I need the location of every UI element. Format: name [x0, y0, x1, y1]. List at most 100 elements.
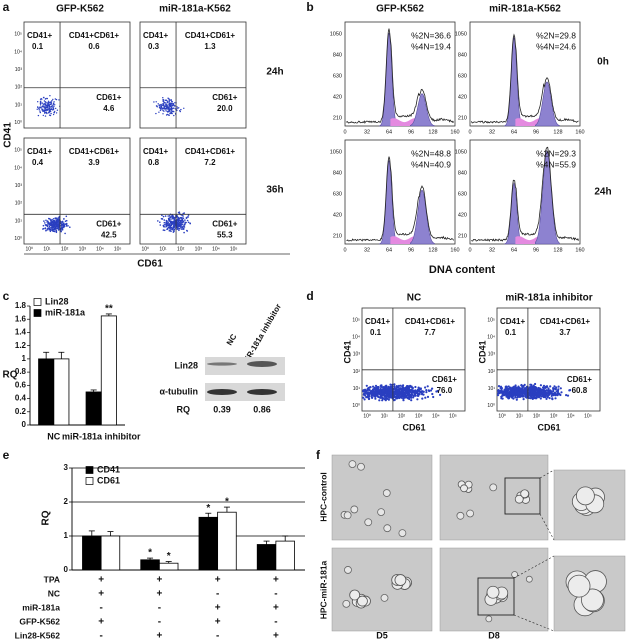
event-dot	[56, 219, 58, 222]
event-dot	[174, 219, 176, 222]
event-dot	[381, 399, 384, 402]
axis-title: RQ	[3, 370, 18, 381]
cell	[525, 575, 533, 583]
event-dot	[51, 218, 53, 221]
event-dot	[174, 222, 176, 224]
condition-sign: +	[156, 631, 162, 641]
event-dot	[50, 108, 52, 111]
axis-tick-label: 64	[511, 129, 517, 135]
event-dot	[399, 388, 402, 391]
cell	[456, 511, 465, 520]
event-dot	[54, 219, 56, 222]
event-dot	[51, 100, 53, 102]
event-dot	[157, 103, 159, 105]
cell	[466, 509, 475, 518]
event-dot	[544, 393, 547, 396]
condition-sign: +	[273, 631, 279, 641]
event-dot	[530, 385, 533, 388]
event-dot	[165, 108, 167, 110]
y-tick-label: 0.2	[15, 407, 27, 416]
event-dot	[418, 388, 421, 391]
event-dot	[169, 104, 171, 107]
zoom-guide	[513, 614, 555, 632]
event-dot	[39, 110, 41, 112]
event-dot	[560, 391, 563, 394]
event-dot	[385, 391, 388, 394]
event-dot	[49, 95, 51, 97]
event-dot	[43, 96, 45, 99]
quadrant-name: CD41+CD61+	[185, 147, 236, 156]
event-dot	[180, 223, 182, 225]
event-dot	[182, 217, 185, 219]
event-dot	[170, 111, 172, 114]
event-dot	[184, 219, 186, 221]
event-dot	[409, 389, 412, 392]
event-dot	[425, 391, 428, 394]
event-dot	[170, 230, 172, 233]
condition-name: Lin28-K562	[15, 630, 61, 640]
annotation: %2N=29.3	[536, 148, 576, 158]
plot-frame	[344, 21, 456, 127]
event-dot	[522, 394, 525, 398]
y-tick-label: 0.6	[15, 380, 27, 389]
axis-tick-label: 10²	[61, 246, 69, 252]
event-dot	[368, 388, 371, 392]
event-dot	[174, 102, 176, 104]
event-dot	[47, 100, 50, 103]
event-dot	[167, 110, 170, 113]
axis-title: CD61	[537, 422, 560, 432]
event-dot	[169, 112, 171, 115]
cell	[349, 589, 361, 601]
cell	[342, 599, 351, 608]
event-dot	[162, 100, 164, 102]
event-dot	[179, 110, 181, 113]
event-dot	[163, 229, 166, 232]
event-dot	[524, 389, 527, 392]
quadrant-name: CD41+	[27, 31, 52, 40]
event-dot	[49, 110, 52, 113]
event-dot	[165, 225, 168, 228]
condition-sign: -	[158, 617, 161, 628]
event-dot	[378, 399, 381, 402]
event-dot	[516, 388, 519, 391]
quadrant-name: CD61+	[567, 375, 592, 384]
lane-label: NC	[225, 332, 239, 347]
event-dot	[60, 225, 63, 227]
event-dot	[411, 386, 414, 389]
event-dot	[44, 115, 47, 117]
event-dot	[49, 110, 51, 112]
axis-tick-label: 160	[575, 129, 584, 135]
event-dot	[164, 106, 166, 108]
axis-tick-label: 10⁴	[14, 49, 22, 55]
axis-tick-label: 1050	[455, 31, 467, 37]
event-dot	[539, 384, 543, 387]
histogram-line	[346, 28, 454, 124]
event-dot	[369, 390, 373, 393]
event-dot	[48, 227, 51, 229]
axis-tick-label: 96	[408, 129, 414, 135]
event-dot	[163, 219, 166, 221]
event-dot	[52, 113, 55, 116]
cell	[380, 593, 389, 602]
event-dot	[187, 221, 190, 224]
histogram-line	[471, 33, 579, 124]
event-dot	[65, 223, 68, 226]
annotation: %4N=40.9	[411, 159, 451, 169]
event-dot	[429, 389, 433, 392]
event-dot	[551, 397, 554, 400]
event-dot	[534, 382, 537, 386]
axis-tick-label: 10¹	[15, 218, 23, 224]
micrograph	[331, 547, 433, 632]
quadrant-value: 7.2	[204, 158, 216, 167]
event-dot	[163, 101, 165, 103]
event-dot	[395, 392, 398, 395]
event-dot	[520, 384, 523, 387]
event-dot	[510, 396, 514, 399]
significance-mark: **	[105, 304, 113, 315]
event-dot	[42, 227, 45, 230]
event-dot	[37, 114, 40, 117]
cell	[511, 571, 519, 578]
axis-tick-label: 10⁴	[14, 165, 22, 171]
event-dot	[45, 219, 47, 222]
